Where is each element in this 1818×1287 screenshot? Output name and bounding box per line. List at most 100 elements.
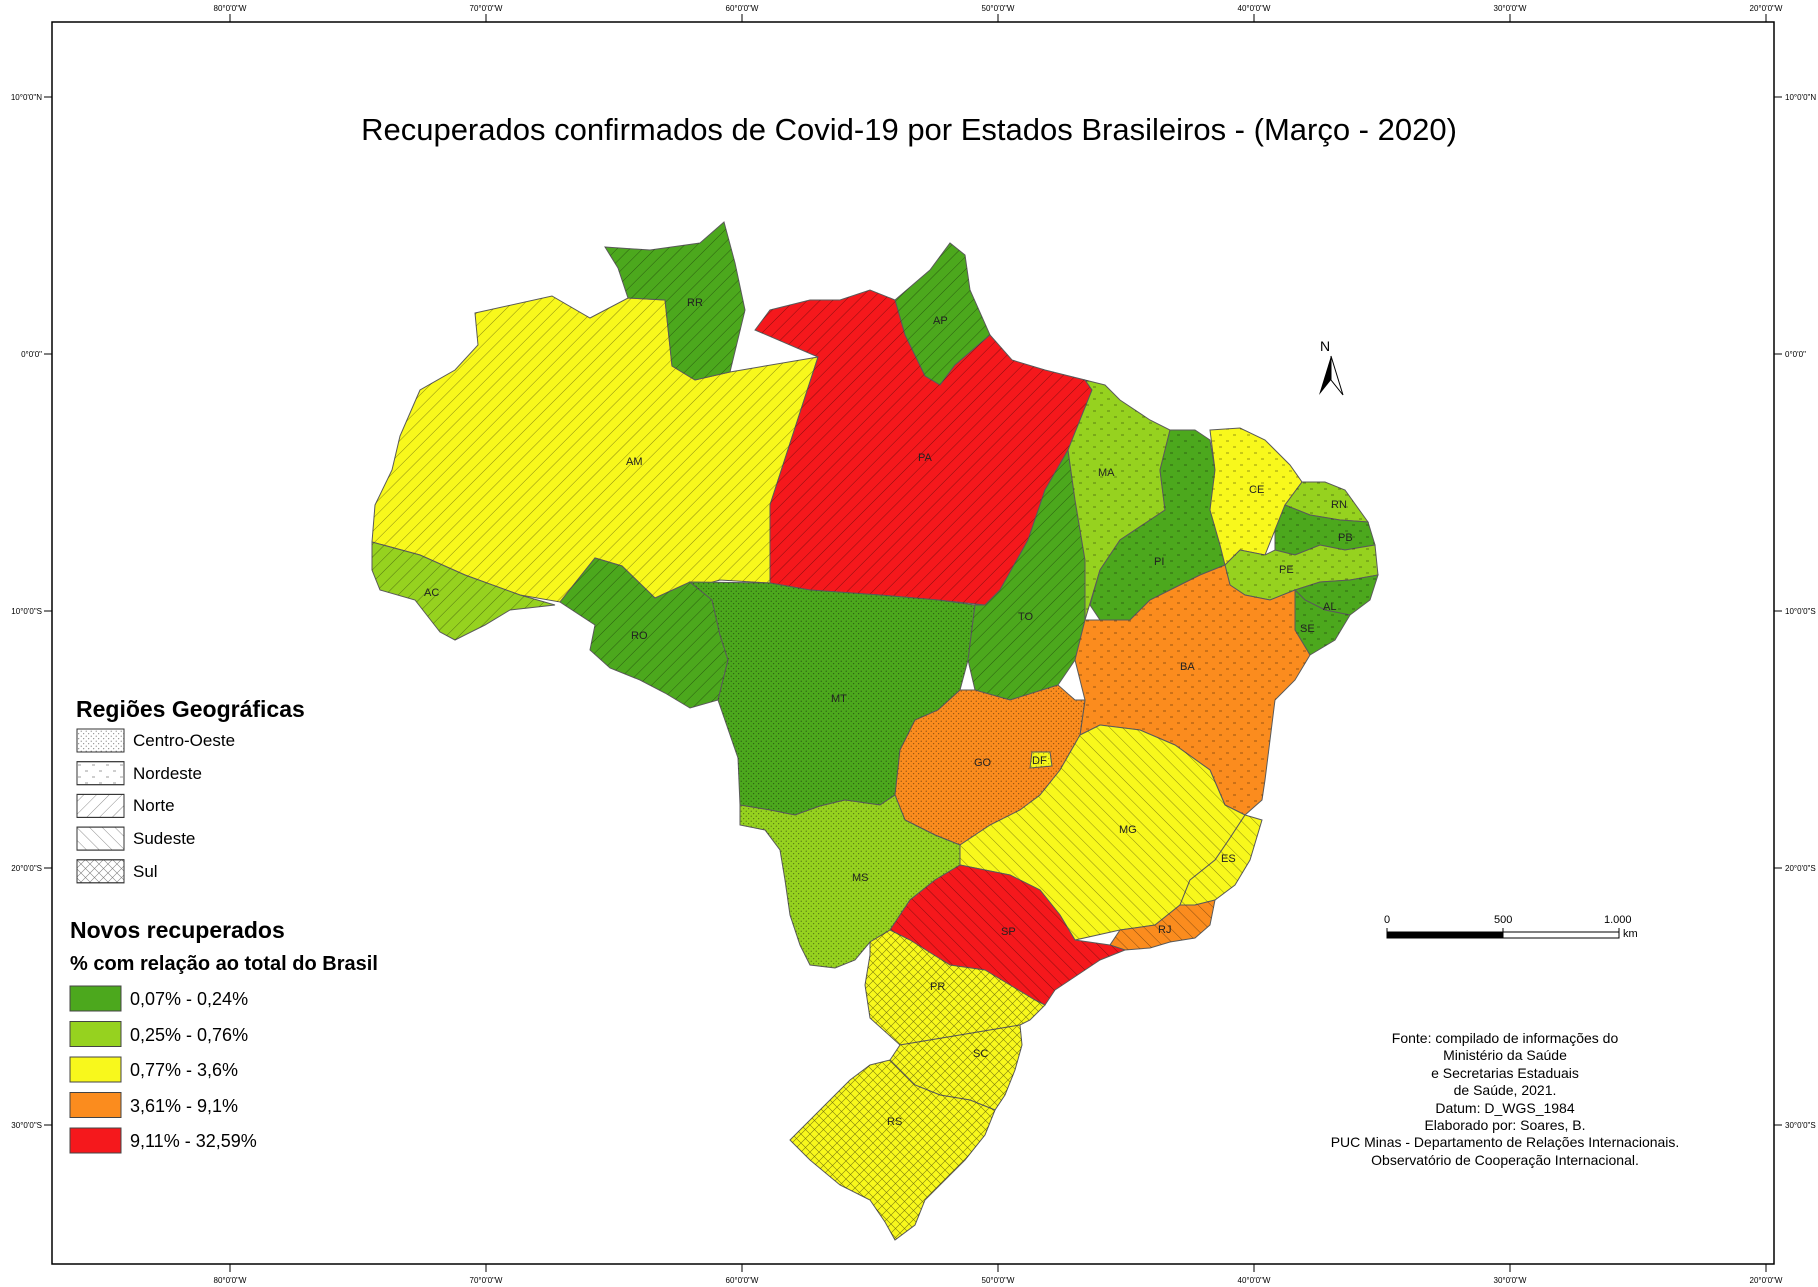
source-line: Datum: D_WGS_1984 — [1435, 1099, 1575, 1116]
legend-region-label: Nordeste — [133, 764, 202, 783]
legend-class-label: 0,25% - 0,76% — [130, 1025, 249, 1045]
legend-region-label: Norte — [133, 796, 175, 815]
north-arrow-label: N — [1320, 338, 1330, 354]
label-RR: RR — [687, 297, 703, 309]
source-line: e Secretarias Estaduais — [1431, 1064, 1579, 1081]
legend-class-swatch — [69, 1127, 122, 1154]
lon-label: 60°0'0"W — [726, 1276, 759, 1285]
legend-region-swatch — [76, 859, 125, 884]
legend-pattern-swatches — [76, 728, 125, 884]
scale-bar — [1386, 928, 1620, 939]
lat-label: 10°0'0"S — [1785, 607, 1816, 616]
legend-class-swatch — [69, 985, 122, 1012]
state-MT[interactable] — [688, 581, 976, 816]
label-PA: PA — [918, 452, 933, 464]
legend-class-label: 0,77% - 3,6% — [130, 1060, 239, 1080]
state-SC[interactable] — [889, 1024, 1023, 1111]
lat-label: 0°0'0" — [1785, 350, 1806, 359]
label-DF: DF — [1032, 755, 1047, 767]
source-line: Ministério da Saúde — [1443, 1047, 1567, 1064]
state-AP[interactable] — [894, 242, 991, 386]
lat-label: 10°0'0"N — [11, 93, 42, 102]
legend-region-swatch — [76, 793, 125, 818]
label-RJ: RJ — [1158, 924, 1171, 936]
label-PI: PI — [1154, 556, 1164, 568]
lon-label: 40°0'0"W — [1238, 4, 1271, 13]
map-title: Recuperados confirmados de Covid-19 por … — [361, 112, 1457, 147]
map-frame — [51, 21, 1775, 1265]
legend-class-label: 0,07% - 0,24% — [130, 989, 249, 1009]
state-DF[interactable] — [1029, 751, 1053, 769]
label-ES: ES — [1221, 853, 1236, 865]
lon-label: 60°0'0"W — [726, 4, 759, 13]
lon-label: 50°0'0"W — [982, 4, 1015, 13]
lon-label: 80°0'0"W — [214, 1276, 247, 1285]
state-RJ[interactable] — [1109, 899, 1216, 951]
state-RN[interactable] — [1284, 481, 1370, 523]
label-SP: SP — [1001, 926, 1016, 938]
state-CE[interactable] — [1209, 427, 1303, 566]
state-RO[interactable] — [559, 557, 729, 709]
lon-label: 20°0'0"W — [1750, 4, 1783, 13]
lon-label: 40°0'0"W — [1238, 1276, 1271, 1285]
scale-label-0: 0 — [1384, 914, 1391, 926]
label-MA: MA — [1098, 467, 1115, 479]
lon-label: 80°0'0"W — [214, 4, 247, 13]
lon-label: 50°0'0"W — [982, 1276, 1015, 1285]
lat-label: 10°0'0"S — [11, 607, 42, 616]
label-AM: AM — [626, 456, 643, 468]
label-MG: MG — [1119, 824, 1137, 836]
legend-classes-title: Novos recuperados — [70, 917, 285, 943]
legend-class-label: 3,61% - 9,1% — [130, 1096, 239, 1116]
scale-unit: km — [1623, 928, 1638, 940]
legend-region-label: Centro-Oeste — [133, 731, 236, 750]
legend-class-swatch — [69, 1021, 122, 1047]
source-notes: Fonte: compilado de informações do Minis… — [1300, 1030, 1710, 1169]
label-AC: AC — [424, 587, 439, 599]
state-RS[interactable] — [789, 1059, 996, 1241]
lat-label: 30°0'0"S — [11, 1121, 42, 1130]
lon-label: 30°0'0"W — [1494, 1276, 1527, 1285]
label-CE: CE — [1249, 484, 1264, 496]
label-RS: RS — [887, 1116, 902, 1128]
lat-label: 20°0'0"S — [1785, 864, 1816, 873]
source-line: Fonte: compilado de informações do — [1391, 1030, 1619, 1046]
source-line: de Saúde, 2021. — [1453, 1082, 1557, 1099]
legend-regions-title: Regiões Geográficas — [76, 696, 305, 722]
state-MA[interactable] — [1067, 379, 1171, 621]
lon-label: 30°0'0"W — [1494, 4, 1527, 13]
lat-label: 0°0'0" — [21, 350, 42, 359]
label-SE: SE — [1300, 623, 1315, 635]
lat-label: 30°0'0"S — [1785, 1121, 1816, 1130]
legend-region-swatch — [76, 826, 125, 851]
state-PE[interactable] — [1224, 544, 1379, 601]
label-GO: GO — [974, 757, 992, 769]
label-MT: MT — [831, 693, 847, 705]
state-AC[interactable] — [371, 541, 556, 641]
state-PB[interactable] — [1274, 504, 1376, 556]
state-RR[interactable] — [604, 221, 746, 381]
legend-color-swatches — [69, 985, 122, 1154]
label-RO: RO — [631, 630, 648, 642]
lon-label: 70°0'0"W — [470, 1276, 503, 1285]
graticule-labels: 80°0'0"W 80°0'0"W 70°0'0"W 70°0'0"W 60°0'0"W… — [11, 4, 1817, 1285]
source-line: Observatório de Cooperação Internacional… — [1371, 1151, 1639, 1168]
legend-region-swatch — [76, 761, 125, 786]
legend-region-label: Sudeste — [133, 829, 196, 848]
north-arrow-icon: N — [1319, 338, 1344, 396]
label-BA: BA — [1180, 661, 1195, 673]
legend-classes-subtitle: % com relação ao total do Brasil — [70, 953, 378, 975]
lon-label: 20°0'0"W — [1750, 1276, 1783, 1285]
state-PA[interactable] — [754, 289, 1093, 606]
state-AM[interactable] — [371, 295, 819, 603]
legend-class-swatch — [69, 1056, 122, 1083]
label-PR: PR — [930, 981, 945, 993]
source-line: Elaborado por: Soares, B. — [1424, 1117, 1586, 1134]
scale-label-1000: 1.000 — [1604, 914, 1632, 926]
graticule-ticks — [44, 14, 1782, 1272]
scale-label-500: 500 — [1494, 914, 1513, 926]
legend-region-swatch — [76, 728, 125, 753]
label-AP: AP — [933, 315, 948, 327]
label-PE: PE — [1279, 564, 1294, 576]
